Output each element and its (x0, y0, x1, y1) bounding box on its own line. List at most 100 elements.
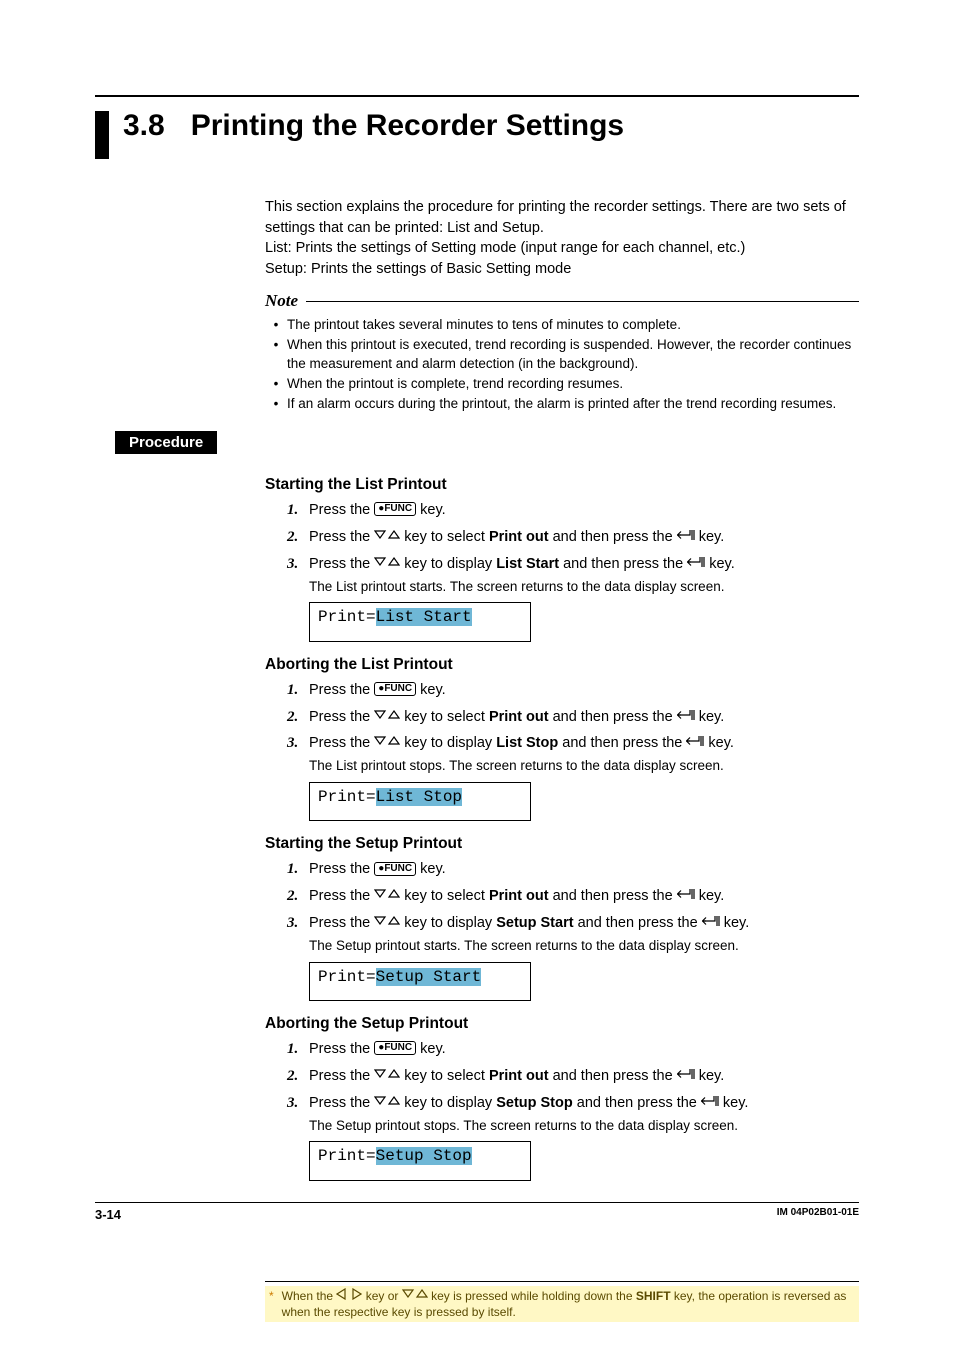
step-number: 3. (287, 913, 309, 956)
func-key-icon: ●FUNC (374, 1041, 416, 1055)
enter-key-icon (702, 915, 720, 927)
left-right-key-icon (336, 1288, 362, 1300)
step-body: Press the key to display List Start and … (309, 554, 859, 597)
enter-key-icon (687, 556, 705, 568)
step-body: Press the key to display Setup Stop and … (309, 1093, 859, 1136)
note-label: Note (265, 291, 298, 311)
lcd-prefix: Print= (318, 788, 376, 806)
lcd-prefix: Print= (318, 1147, 376, 1165)
step-number: 3. (287, 554, 309, 597)
step-subtext: The Setup printout starts. The screen re… (309, 936, 859, 956)
lcd-prefix: Print= (318, 968, 376, 986)
step-body: Press the ●FUNC key. (309, 500, 859, 522)
func-key-icon: ●FUNC (374, 502, 416, 516)
step-body: Press the key to select Print out and th… (309, 886, 859, 908)
step-body: Press the key to select Print out and th… (309, 1066, 859, 1088)
step-bold-term: Print out (489, 1068, 549, 1084)
step-number: 1. (287, 680, 309, 702)
bullet-icon: • (265, 335, 287, 374)
step: 3.Press the key to display List Start an… (287, 554, 859, 597)
step-subtext: The List printout stops. The screen retu… (309, 756, 859, 776)
step: 2.Press the key to select Print out and … (287, 886, 859, 908)
note-rule (306, 301, 859, 302)
step-number: 2. (287, 527, 309, 549)
step: 3.Press the key to display Setup Start a… (287, 913, 859, 956)
step-bold-term: Print out (489, 709, 549, 725)
enter-key-icon (677, 888, 695, 900)
section-number: 3.8 (123, 109, 165, 143)
enter-key-icon (677, 709, 695, 721)
enter-key-icon (701, 1095, 719, 1107)
step: 2.Press the key to select Print out and … (287, 707, 859, 729)
lcd-highlight: Setup Start (376, 968, 482, 986)
lcd-prefix: Print= (318, 608, 376, 626)
step-list: 1.Press the ●FUNC key.2.Press the key to… (287, 859, 859, 955)
step-body: Press the key to display Setup Start and… (309, 913, 859, 956)
bullet-icon: • (265, 374, 287, 394)
up-down-icon (402, 1289, 428, 1303)
step-body: Press the key to select Print out and th… (309, 527, 859, 549)
procedure-label: Procedure (115, 431, 217, 454)
procedure-subhead: Starting the List Printout (265, 476, 859, 494)
step-bold-term: Print out (489, 529, 549, 545)
step: 1.Press the ●FUNC key. (287, 500, 859, 522)
note-list: •The printout takes several minutes to t… (265, 315, 859, 413)
enter-key-icon (686, 735, 704, 747)
step: 3.Press the key to display List Stop and… (287, 733, 859, 776)
intro-p3: Setup: Prints the settings of Basic Sett… (265, 259, 859, 280)
step-body: Press the ●FUNC key. (309, 1039, 859, 1061)
lcd-display: Print=List Stop (309, 782, 531, 822)
top-rule (95, 95, 859, 97)
up-down-key-icon (374, 915, 400, 927)
step-number: 2. (287, 1066, 309, 1088)
footnote-star: * (269, 1288, 274, 1320)
up-down-key-icon (374, 888, 400, 900)
step-bold-term: List Start (496, 556, 559, 572)
step-bold-term: Setup Stop (496, 1095, 573, 1111)
enter-key-icon (677, 529, 695, 541)
procedure-subhead: Starting the Setup Printout (265, 835, 859, 853)
doc-number: IM 04P02B01-01E (777, 1207, 859, 1222)
up-down-key-icon (374, 709, 400, 721)
step-subtext: The Setup printout stops. The screen ret… (309, 1116, 859, 1136)
footnote-text: When the key or key is pressed while hol… (282, 1288, 855, 1320)
up-down-key-icon (374, 735, 400, 747)
bullet-icon: • (265, 394, 287, 414)
lcd-display: Print=List Start (309, 602, 531, 642)
note-item: If an alarm occurs during the printout, … (287, 394, 836, 414)
step-number: 1. (287, 500, 309, 522)
section-heading: 3.8 Printing the Recorder Settings (95, 109, 859, 159)
lcd-highlight: List Start (376, 608, 472, 626)
step: 1.Press the ●FUNC key. (287, 1039, 859, 1061)
lcd-highlight: Setup Stop (376, 1147, 472, 1165)
step-subtext: The List printout starts. The screen ret… (309, 577, 859, 597)
step-body: Press the ●FUNC key. (309, 859, 859, 881)
intro-p1: This section explains the procedure for … (265, 197, 859, 238)
step-body: Press the key to display List Stop and t… (309, 733, 859, 776)
page-number: 3-14 (95, 1207, 121, 1222)
lcd-display: Print=Setup Start (309, 962, 531, 1002)
up-down-key-icon (374, 1095, 400, 1107)
step-number: 3. (287, 1093, 309, 1136)
title-bar (95, 111, 109, 159)
step-number: 1. (287, 1039, 309, 1061)
step-number: 2. (287, 707, 309, 729)
shift-key-label: SHIFT (636, 1289, 671, 1303)
enter-key-icon (677, 1068, 695, 1080)
note-item: When this printout is executed, trend re… (287, 335, 859, 374)
step-bold-term: List Stop (496, 735, 558, 751)
section-title: Printing the Recorder Settings (191, 109, 624, 143)
step-number: 3. (287, 733, 309, 776)
step-bold-term: Setup Start (496, 915, 573, 931)
step: 3.Press the key to display Setup Stop an… (287, 1093, 859, 1136)
step-body: Press the key to select Print out and th… (309, 707, 859, 729)
step: 2.Press the key to select Print out and … (287, 1066, 859, 1088)
procedure-subhead: Aborting the List Printout (265, 656, 859, 674)
lcd-highlight: List Stop (376, 788, 462, 806)
step-list: 1.Press the ●FUNC key.2.Press the key to… (287, 1039, 859, 1135)
func-key-icon: ●FUNC (374, 682, 416, 696)
note-item: When the printout is complete, trend rec… (287, 374, 623, 394)
up-down-key-icon (374, 1068, 400, 1080)
intro-text: This section explains the procedure for … (265, 197, 859, 279)
note-item: The printout takes several minutes to te… (287, 315, 681, 335)
